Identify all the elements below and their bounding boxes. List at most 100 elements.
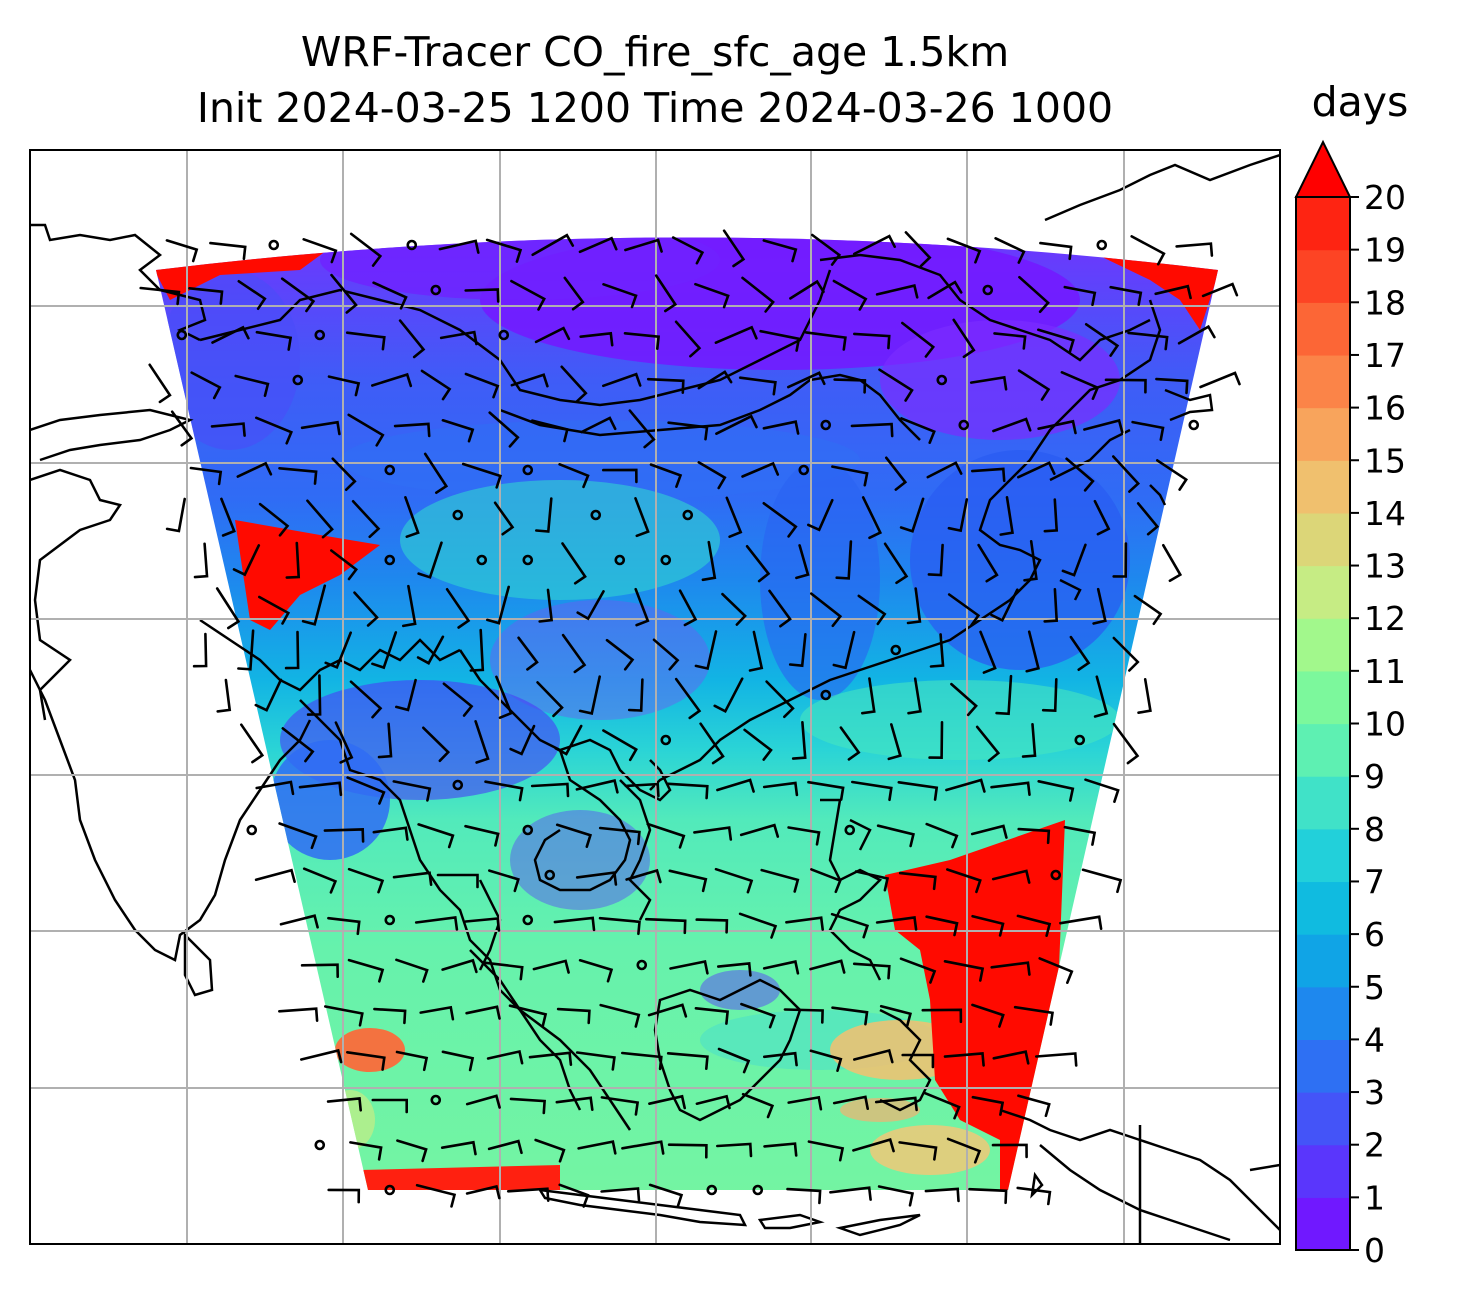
- wind-barb: [602, 468, 638, 484]
- wind-barb: [347, 958, 385, 983]
- calm-wind-marker: [268, 239, 280, 251]
- wind-barb: [465, 1094, 501, 1109]
- wind-barb: [898, 1141, 938, 1161]
- colorbar-tick-label: 4: [1364, 1020, 1385, 1059]
- wind-barb: [484, 780, 524, 802]
- wind-barb: [695, 1094, 731, 1110]
- wind-barb: [1016, 914, 1052, 937]
- calm-wind-marker: [982, 284, 994, 296]
- wind-barb: [330, 549, 359, 581]
- wind-barb: [532, 959, 570, 974]
- wind-barb: [946, 237, 982, 264]
- calm-wind-marker: [820, 689, 832, 701]
- wind-barb: [371, 372, 413, 388]
- wind-barb: [1043, 498, 1059, 533]
- calm-wind-marker: [1050, 869, 1062, 881]
- wind-barb: [714, 867, 754, 894]
- wind-barb: [530, 782, 570, 798]
- wind-barb: [714, 325, 758, 344]
- wind-barb: [879, 1004, 912, 1027]
- wind-barb: [237, 280, 267, 310]
- wind-barb: [598, 826, 641, 846]
- wind-barb: [1037, 419, 1077, 435]
- wind-barb: [952, 318, 976, 359]
- calm-wind-marker: [798, 464, 810, 476]
- wind-barb: [923, 1091, 961, 1120]
- wind-barb: [445, 588, 471, 629]
- colorbar-segment: [1296, 670, 1350, 725]
- colorbar-segment: [1296, 1039, 1350, 1093]
- wind-barb: [943, 960, 985, 982]
- wind-barb: [534, 326, 571, 344]
- wind-barb: [393, 422, 431, 438]
- wind-barb: [921, 1008, 963, 1024]
- wind-barb: [739, 823, 780, 838]
- wind-barb: [627, 678, 644, 712]
- wind-barb: [995, 674, 1013, 716]
- wind-barb: [1127, 331, 1169, 351]
- wind-barb: [971, 1095, 1005, 1116]
- wind-barb: [927, 280, 963, 300]
- colorbar-tick-label: 20: [1364, 178, 1406, 217]
- wind-barb: [165, 497, 186, 533]
- wind-barb: [634, 587, 650, 627]
- calm-wind-marker: [176, 329, 188, 341]
- wind-barb: [334, 721, 354, 764]
- wind-barb: [580, 416, 617, 434]
- wind-barb: [621, 1140, 665, 1155]
- wind-barb: [486, 585, 510, 625]
- wind-barb: [738, 912, 778, 939]
- wind-barb: [666, 1052, 709, 1070]
- calm-wind-marker: [314, 1139, 326, 1151]
- wind-barb: [254, 678, 283, 712]
- wind-barb: [602, 729, 638, 762]
- wind-barb: [693, 826, 733, 841]
- wind-barb: [1084, 323, 1120, 357]
- wind-barb: [716, 1142, 753, 1158]
- colorbar-tick-label: 6: [1364, 915, 1385, 954]
- wind-barb: [488, 869, 520, 893]
- calm-wind-marker: [752, 1184, 764, 1196]
- wind-barb: [280, 277, 316, 313]
- wind-barb: [832, 1095, 869, 1110]
- wind-barb: [417, 541, 443, 579]
- wind-barb: [436, 873, 479, 889]
- wind-barb: [674, 677, 702, 720]
- calm-wind-marker: [958, 419, 970, 431]
- wind-barb: [947, 593, 981, 627]
- wind-barb: [1093, 675, 1109, 718]
- wind-barb: [392, 871, 433, 886]
- colorbar-segment: [1296, 1092, 1350, 1146]
- calm-wind-marker: [544, 869, 556, 881]
- wind-barb: [1037, 780, 1075, 802]
- wind-barb: [216, 678, 232, 713]
- colorbar-segment: [1296, 302, 1350, 356]
- wind-barb: [830, 912, 870, 939]
- colorbar-units-label: days: [1311, 78, 1409, 126]
- wind-barb: [804, 331, 847, 351]
- wind-barb: [415, 1183, 457, 1208]
- calm-wind-marker: [476, 554, 488, 566]
- wind-barb: [809, 959, 846, 974]
- wind-barb: [1017, 1094, 1051, 1118]
- colorbar-tick-label: 15: [1364, 441, 1406, 480]
- wind-barb: [349, 232, 383, 267]
- colorbar-segment: [1296, 881, 1350, 935]
- wind-barb: [969, 375, 1008, 391]
- wind-barb: [992, 1050, 1030, 1065]
- colorbar-tick-label: 0: [1364, 1231, 1385, 1270]
- wind-barb: [561, 542, 587, 585]
- colorbar-segment: [1296, 1144, 1350, 1198]
- wind-barb: [831, 1006, 869, 1026]
- wind-barb: [487, 1139, 523, 1155]
- wind-barb: [667, 1143, 708, 1159]
- wind-barb: [510, 279, 546, 311]
- calm-wind-marker: [660, 734, 672, 746]
- calm-wind-marker: [384, 464, 396, 476]
- wind-barb: [306, 674, 322, 716]
- wind-barb: [327, 916, 361, 936]
- colorbar-tick-label: 13: [1364, 547, 1406, 586]
- wind-barb: [553, 916, 596, 932]
- wind-barb: [349, 1141, 383, 1161]
